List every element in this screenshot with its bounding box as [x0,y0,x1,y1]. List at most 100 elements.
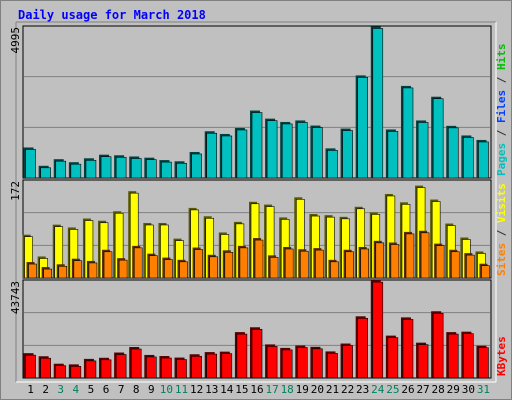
bar-middle-sites-day-10 [164,259,173,279]
bar-bottom-day-25 [387,337,399,379]
bar-bottom-day-22 [342,345,353,379]
bar-bottom-day-5 [85,360,97,379]
x-tick-label: 27 [416,383,429,396]
bar-bottom-day-20 [312,348,323,379]
bar-middle-sites-day-6 [103,251,113,279]
bar-top-day-31 [478,141,489,179]
bar-bottom-day-16 [251,328,263,379]
bar-middle-sites-day-5 [88,262,98,279]
x-tick-label: 19 [296,383,309,396]
x-tick-label: 26 [401,383,414,396]
bar-middle-sites-day-16 [254,239,264,279]
y-max-label-bottom: 43743 [9,281,22,314]
bar-top-day-9 [146,159,157,179]
bar-middle-sites-day-17 [269,257,279,279]
x-tick-label: 28 [432,383,445,396]
bar-bottom-day-8 [130,348,142,379]
x-tick-label: 29 [447,383,460,396]
bar-top-day-30 [463,137,474,179]
x-tick-label: 20 [311,383,324,396]
bar-middle-sites-day-28 [435,245,445,279]
bar-bottom-day-6 [100,359,112,379]
bar-bottom-day-18 [281,349,293,379]
x-tick-label: 6 [103,383,110,396]
legend-label-part: Hits [495,44,508,71]
bar-top-day-2 [40,167,51,179]
bar-bottom-day-4 [70,366,82,379]
x-tick-label: 5 [88,383,95,396]
bar-bottom-day-19 [296,347,308,379]
bar-middle-sites-day-23 [360,248,369,279]
legend-bottom: KBytes [495,336,508,376]
bar-middle-sites-day-18 [284,248,294,279]
legend-label-part: KBytes [495,336,508,376]
bar-top-day-8 [130,158,142,179]
bar-middle-sites-day-13 [209,256,219,279]
legend-label-part: Sites [495,243,508,276]
bar-top-day-26 [402,87,414,179]
chart-title: Daily usage for March 2018 [18,8,206,22]
bar-bottom-day-14 [221,353,233,379]
bar-top-day-19 [296,122,308,179]
x-tick-label: 31 [477,383,490,396]
x-tick-label: 18 [281,383,294,396]
x-tick-label: 24 [371,383,385,396]
bar-bottom-day-7 [115,354,127,379]
bar-middle-sites-day-24 [375,242,385,279]
bar-top-day-23 [357,77,368,179]
bar-bottom-day-31 [478,347,489,379]
x-tick-label: 1 [27,383,34,396]
bar-middle-sites-day-9 [149,255,158,279]
bar-middle-sites-day-30 [466,254,475,279]
bar-bottom-day-17 [266,346,278,379]
x-tick-label: 7 [118,383,125,396]
x-tick-label: 30 [462,383,475,396]
bar-bottom-day-29 [447,333,459,379]
bar-middle-sites-day-4 [73,260,83,279]
bar-bottom-day-15 [236,333,248,379]
bar-top-day-28 [432,98,444,179]
bar-top-day-11 [176,162,187,179]
bar-top-day-5 [85,159,97,179]
legend-label-part: / [495,70,508,90]
bar-middle-sites-day-2 [43,268,52,279]
legend-label-part: Pages [495,143,508,176]
x-tick-label: 25 [386,383,399,396]
bar-top-day-16 [251,112,263,179]
x-tick-label: 10 [160,383,173,396]
bar-bottom-day-21 [327,353,338,379]
bar-top-day-12 [191,153,202,179]
bar-top-day-4 [70,163,82,179]
bar-top-day-6 [100,156,112,179]
bar-bottom-day-30 [463,333,474,379]
bar-top-day-18 [281,123,293,179]
bar-middle-sites-day-29 [450,251,460,279]
bar-top-day-27 [417,122,429,179]
bar-bottom-day-24 [372,281,384,379]
bar-bottom-day-23 [357,318,368,379]
bar-middle-sites-day-27 [420,232,430,279]
bar-middle-sites-day-12 [194,249,203,279]
bar-bottom-day-9 [146,356,157,379]
x-tick-label: 21 [326,383,339,396]
x-tick-label: 11 [175,383,188,396]
legend-top: Pages / Files / Hits [495,44,508,177]
bar-middle-sites-day-15 [239,247,249,279]
x-tick-label: 14 [220,383,234,396]
bar-top-day-21 [327,150,338,179]
bar-top-day-20 [312,127,323,179]
bar-top-day-3 [55,160,67,179]
y-max-label-middle: 172 [9,181,22,201]
x-tick-label: 16 [250,383,263,396]
bar-middle-sites-day-11 [179,261,188,279]
bar-bottom-day-27 [417,344,429,379]
bar-top-day-14 [221,135,233,179]
bar-top-day-17 [266,120,278,179]
bar-top-day-29 [447,127,459,179]
bar-top-day-15 [236,129,248,179]
x-tick-label: 2 [42,383,49,396]
bar-middle-sites-day-20 [315,249,324,279]
bar-top-day-1 [25,149,36,179]
bar-top-day-24 [372,28,384,179]
